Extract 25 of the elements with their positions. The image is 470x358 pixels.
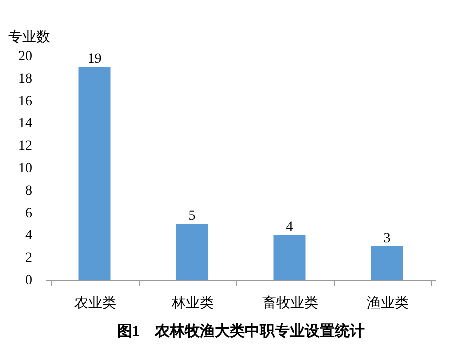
y-tick-label: 4	[26, 228, 32, 244]
bar	[274, 235, 306, 280]
y-tick-label: 14	[18, 116, 32, 132]
x-tick-label: 农业类	[74, 296, 116, 312]
y-tick-label: 20	[18, 50, 32, 64]
data-label: 3	[384, 231, 391, 246]
x-tick-label: 林业类	[170, 296, 214, 312]
y-tick-label: 10	[18, 162, 32, 176]
x-tick-label: 畜牧业类	[262, 294, 318, 312]
y-tick-label: 6	[26, 206, 32, 222]
bar	[78, 67, 111, 280]
bar	[176, 224, 208, 280]
data-label: 5	[188, 209, 196, 224]
y-axis-title: 专业数	[8, 30, 50, 46]
y-tick-label: 16	[18, 94, 32, 110]
data-label: 19	[88, 52, 102, 68]
y-tick-label: 2	[26, 251, 32, 266]
bar	[371, 246, 404, 280]
y-tick-label: 8	[26, 184, 32, 199]
y-tick-label: 18	[18, 72, 32, 87]
text: 图1 农林牧渔大类中职专业设置统计	[117, 323, 365, 340]
y-tick-label: 0	[26, 274, 32, 288]
x-tick-label: 渔业类	[366, 296, 409, 312]
y-tick-label: 12	[18, 139, 32, 154]
data-label: 4	[286, 220, 294, 236]
